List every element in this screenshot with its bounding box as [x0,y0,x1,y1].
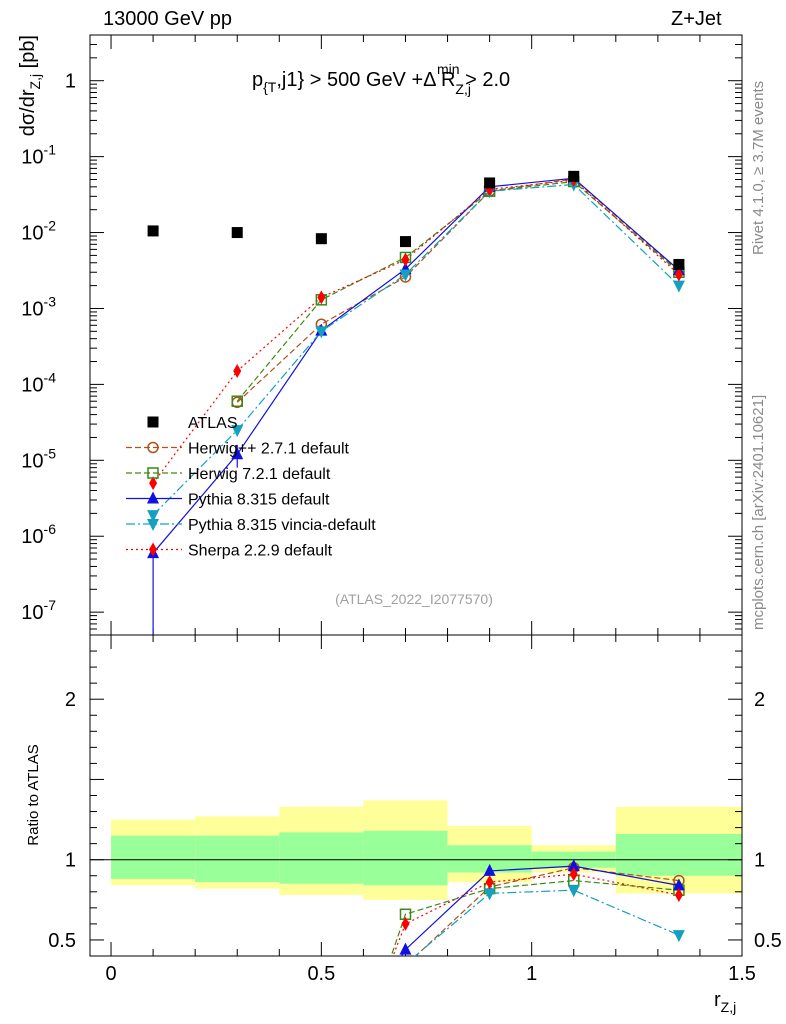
y-tick-label: 1 [65,71,76,93]
ratio-panel: 0.5 0.5 1 1 2 2 0 0.5 1 1.5 Ratio to ATLAS rZ,j [25,634,782,1015]
legend-marker [147,441,159,454]
data-point [484,177,496,189]
data-point [399,269,412,282]
data-point [315,326,328,339]
ratio-data-point [399,942,412,955]
data-point [315,233,327,245]
data-point [231,447,244,460]
y-tick-label: 10-4 [21,369,56,396]
series-line [152,179,680,484]
ratio-data-point [672,930,685,943]
ratio-data-point [672,878,685,891]
uncertainty-band-inner [615,834,742,876]
y-tick-label: 0.5 [48,930,76,952]
series-line [236,180,680,402]
data-point [147,225,159,237]
analysis-label: (ATLAS_2022_I2077570) [335,591,493,607]
legend-label: Sherpa 2.2.9 default [188,543,333,560]
y-tick-label: 10-1 [21,142,56,169]
legend-label: Herwig++ 2.7.1 default [188,441,350,458]
uncertainty-band-inner [363,830,448,886]
ratio-data-point [569,867,578,882]
ratio-frame [89,634,743,957]
ratio-data-point [399,959,411,971]
data-point [672,280,685,293]
legend-label: ATLAS [188,415,238,432]
legend-label: Pythia 8.315 default [188,492,330,509]
uncertainty-band-inner [279,832,364,884]
main-panel: 1 10-1 10-2 10-3 10-4 10-5 10-6 10-7 dσ/drZ,j [p… [17,34,743,636]
ratio-data-point [485,875,494,890]
ratio-data-point [483,863,496,876]
x-tick-label: 1 [526,963,537,985]
data-point [317,290,326,305]
data-point [673,258,685,270]
legend-marker [147,491,159,504]
legend: ATLAS Herwig++ 2.7.1 default Herwig 7.2.1 … [126,415,376,560]
legend-label: Herwig 7.2.1 default [188,466,331,483]
data-point [231,425,244,438]
y-tick-label: 2 [65,689,76,711]
y-tick-label: 10-7 [21,597,56,624]
x-axis-label: rZ,j [714,989,736,1015]
header-energy: 13000 GeV pp [103,8,232,30]
data-point [401,252,410,267]
data-point [149,476,158,491]
main-curves [147,170,685,635]
ratio-data-point [674,888,683,903]
y-tick-label: 10-3 [21,293,56,320]
uncertainty-band-inner [195,835,280,883]
legend-marker [147,416,159,428]
y-tick-label-right: 1 [754,850,765,872]
header-process: Z+Jet [671,8,722,30]
ratio-data-point [401,916,410,931]
y-tick-label: 10-5 [21,445,56,472]
x-tick-label: 0 [105,963,116,985]
series-line [236,178,680,403]
legend-marker [147,519,159,531]
data-point [233,364,242,379]
y-tick-label: 10-6 [21,521,56,548]
legend-marker [147,467,159,479]
data-point [147,510,160,523]
ratio-y-axis-label: Ratio to ATLAS [25,744,42,845]
data-point [568,170,580,182]
ratio-curves [390,859,685,971]
ratio-data-point [567,859,580,872]
y-tick-label-right: 2 [754,689,765,711]
y-tick-label: 10-2 [21,218,56,245]
data-point [231,395,243,407]
plot-title: p{T,j1} > 500 GeV +Δ RZ,jmin > 2.0 [252,61,510,97]
data-point [674,267,683,282]
x-tick-label: 1.5 [728,963,756,985]
y-axis-label: dσ/drZ,j [pb] [17,35,43,136]
ratio-data-point [483,888,496,901]
y-tick-label-right: 0.5 [754,930,782,952]
x-tick-label: 0.5 [307,963,335,985]
ratio-data-point [567,885,580,898]
uncertainty-band-inner [111,835,196,879]
ratio-series-line [414,889,680,956]
legend-marker [149,542,157,557]
data-point [399,236,411,248]
y-tick-label: 1 [65,850,76,872]
ratio-data-point [400,961,410,971]
legend-label: Pythia 8.315 vincia-default [188,517,376,534]
data-point [231,227,243,239]
